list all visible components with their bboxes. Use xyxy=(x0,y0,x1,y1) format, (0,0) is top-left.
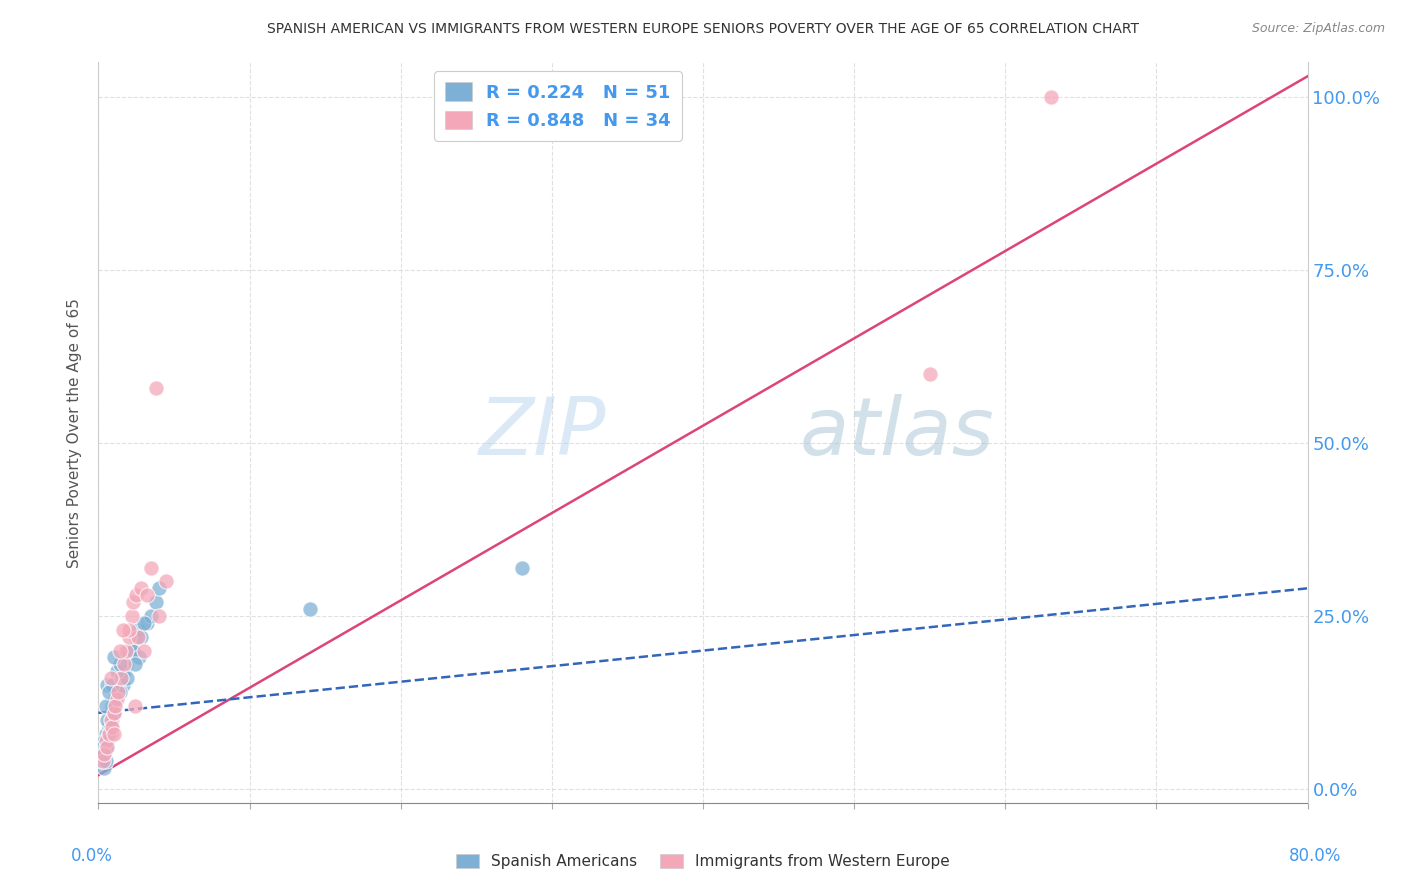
Point xyxy=(100,671,122,685)
Point xyxy=(103,706,125,720)
Point xyxy=(148,609,170,624)
Point xyxy=(118,623,141,637)
Point xyxy=(108,685,131,699)
Point xyxy=(98,720,121,734)
Point xyxy=(141,560,163,574)
Point xyxy=(135,588,157,602)
Point xyxy=(98,685,121,699)
Point xyxy=(96,733,118,747)
Point xyxy=(94,698,117,713)
Point xyxy=(110,671,132,685)
Point xyxy=(124,698,146,713)
Point xyxy=(129,630,152,644)
Point xyxy=(127,623,149,637)
Point xyxy=(122,643,145,657)
Text: 80.0%: 80.0% xyxy=(1288,847,1341,865)
Point xyxy=(93,747,115,762)
Point xyxy=(145,595,167,609)
Point xyxy=(91,740,114,755)
Point xyxy=(132,615,155,630)
Point xyxy=(104,692,127,706)
Point xyxy=(122,595,145,609)
Point xyxy=(90,754,112,768)
Point xyxy=(94,740,117,755)
Point xyxy=(104,698,127,713)
Point xyxy=(96,740,118,755)
Point xyxy=(107,678,129,692)
Point xyxy=(132,643,155,657)
Point xyxy=(114,657,136,672)
Point xyxy=(135,615,157,630)
Point xyxy=(101,698,124,713)
Point xyxy=(121,609,143,624)
Point xyxy=(93,761,115,775)
Point xyxy=(148,582,170,596)
Point xyxy=(108,657,131,672)
Point xyxy=(125,630,148,644)
Point xyxy=(93,733,115,747)
Point xyxy=(124,657,146,672)
Point xyxy=(121,643,143,657)
Point xyxy=(111,678,134,692)
Point xyxy=(918,367,941,381)
Point xyxy=(100,726,122,740)
Point xyxy=(98,726,121,740)
Text: ZIP: ZIP xyxy=(479,393,606,472)
Point xyxy=(105,665,128,679)
Point xyxy=(103,726,125,740)
Point xyxy=(103,706,125,720)
Point xyxy=(105,692,128,706)
Text: Source: ZipAtlas.com: Source: ZipAtlas.com xyxy=(1251,22,1385,36)
Point xyxy=(111,623,134,637)
Point xyxy=(118,643,141,657)
Point xyxy=(141,609,163,624)
Point xyxy=(127,630,149,644)
Point xyxy=(94,726,117,740)
Point xyxy=(96,678,118,692)
Point xyxy=(100,720,122,734)
Point xyxy=(299,602,322,616)
Point xyxy=(96,740,118,755)
Point xyxy=(107,685,129,699)
Point xyxy=(1039,90,1062,104)
Point xyxy=(110,671,132,685)
Y-axis label: Seniors Poverty Over the Age of 65: Seniors Poverty Over the Age of 65 xyxy=(67,298,83,567)
Point xyxy=(155,574,177,589)
Point xyxy=(98,726,121,740)
Point xyxy=(100,713,122,727)
Point xyxy=(91,754,114,768)
Point xyxy=(91,747,114,762)
Point xyxy=(112,657,135,672)
Point xyxy=(118,630,141,644)
Legend: Spanish Americans, Immigrants from Western Europe: Spanish Americans, Immigrants from Weste… xyxy=(450,848,956,875)
Legend: R = 0.224   N = 51, R = 0.848   N = 34: R = 0.224 N = 51, R = 0.848 N = 34 xyxy=(434,71,682,141)
Point xyxy=(105,685,128,699)
Point xyxy=(108,643,131,657)
Point xyxy=(93,747,115,762)
Text: atlas: atlas xyxy=(800,393,994,472)
Point xyxy=(114,643,136,657)
Point xyxy=(129,582,152,596)
Point xyxy=(101,678,124,692)
Point xyxy=(510,560,533,574)
Point xyxy=(112,665,135,679)
Point xyxy=(101,713,124,727)
Text: 0.0%: 0.0% xyxy=(70,847,112,865)
Point xyxy=(125,588,148,602)
Text: SPANISH AMERICAN VS IMMIGRANTS FROM WESTERN EUROPE SENIORS POVERTY OVER THE AGE : SPANISH AMERICAN VS IMMIGRANTS FROM WEST… xyxy=(267,22,1139,37)
Point xyxy=(101,720,124,734)
Point xyxy=(145,381,167,395)
Point xyxy=(96,713,118,727)
Point xyxy=(104,692,127,706)
Point xyxy=(128,650,150,665)
Point xyxy=(94,754,117,768)
Point xyxy=(103,650,125,665)
Point xyxy=(115,671,138,685)
Point xyxy=(94,733,117,747)
